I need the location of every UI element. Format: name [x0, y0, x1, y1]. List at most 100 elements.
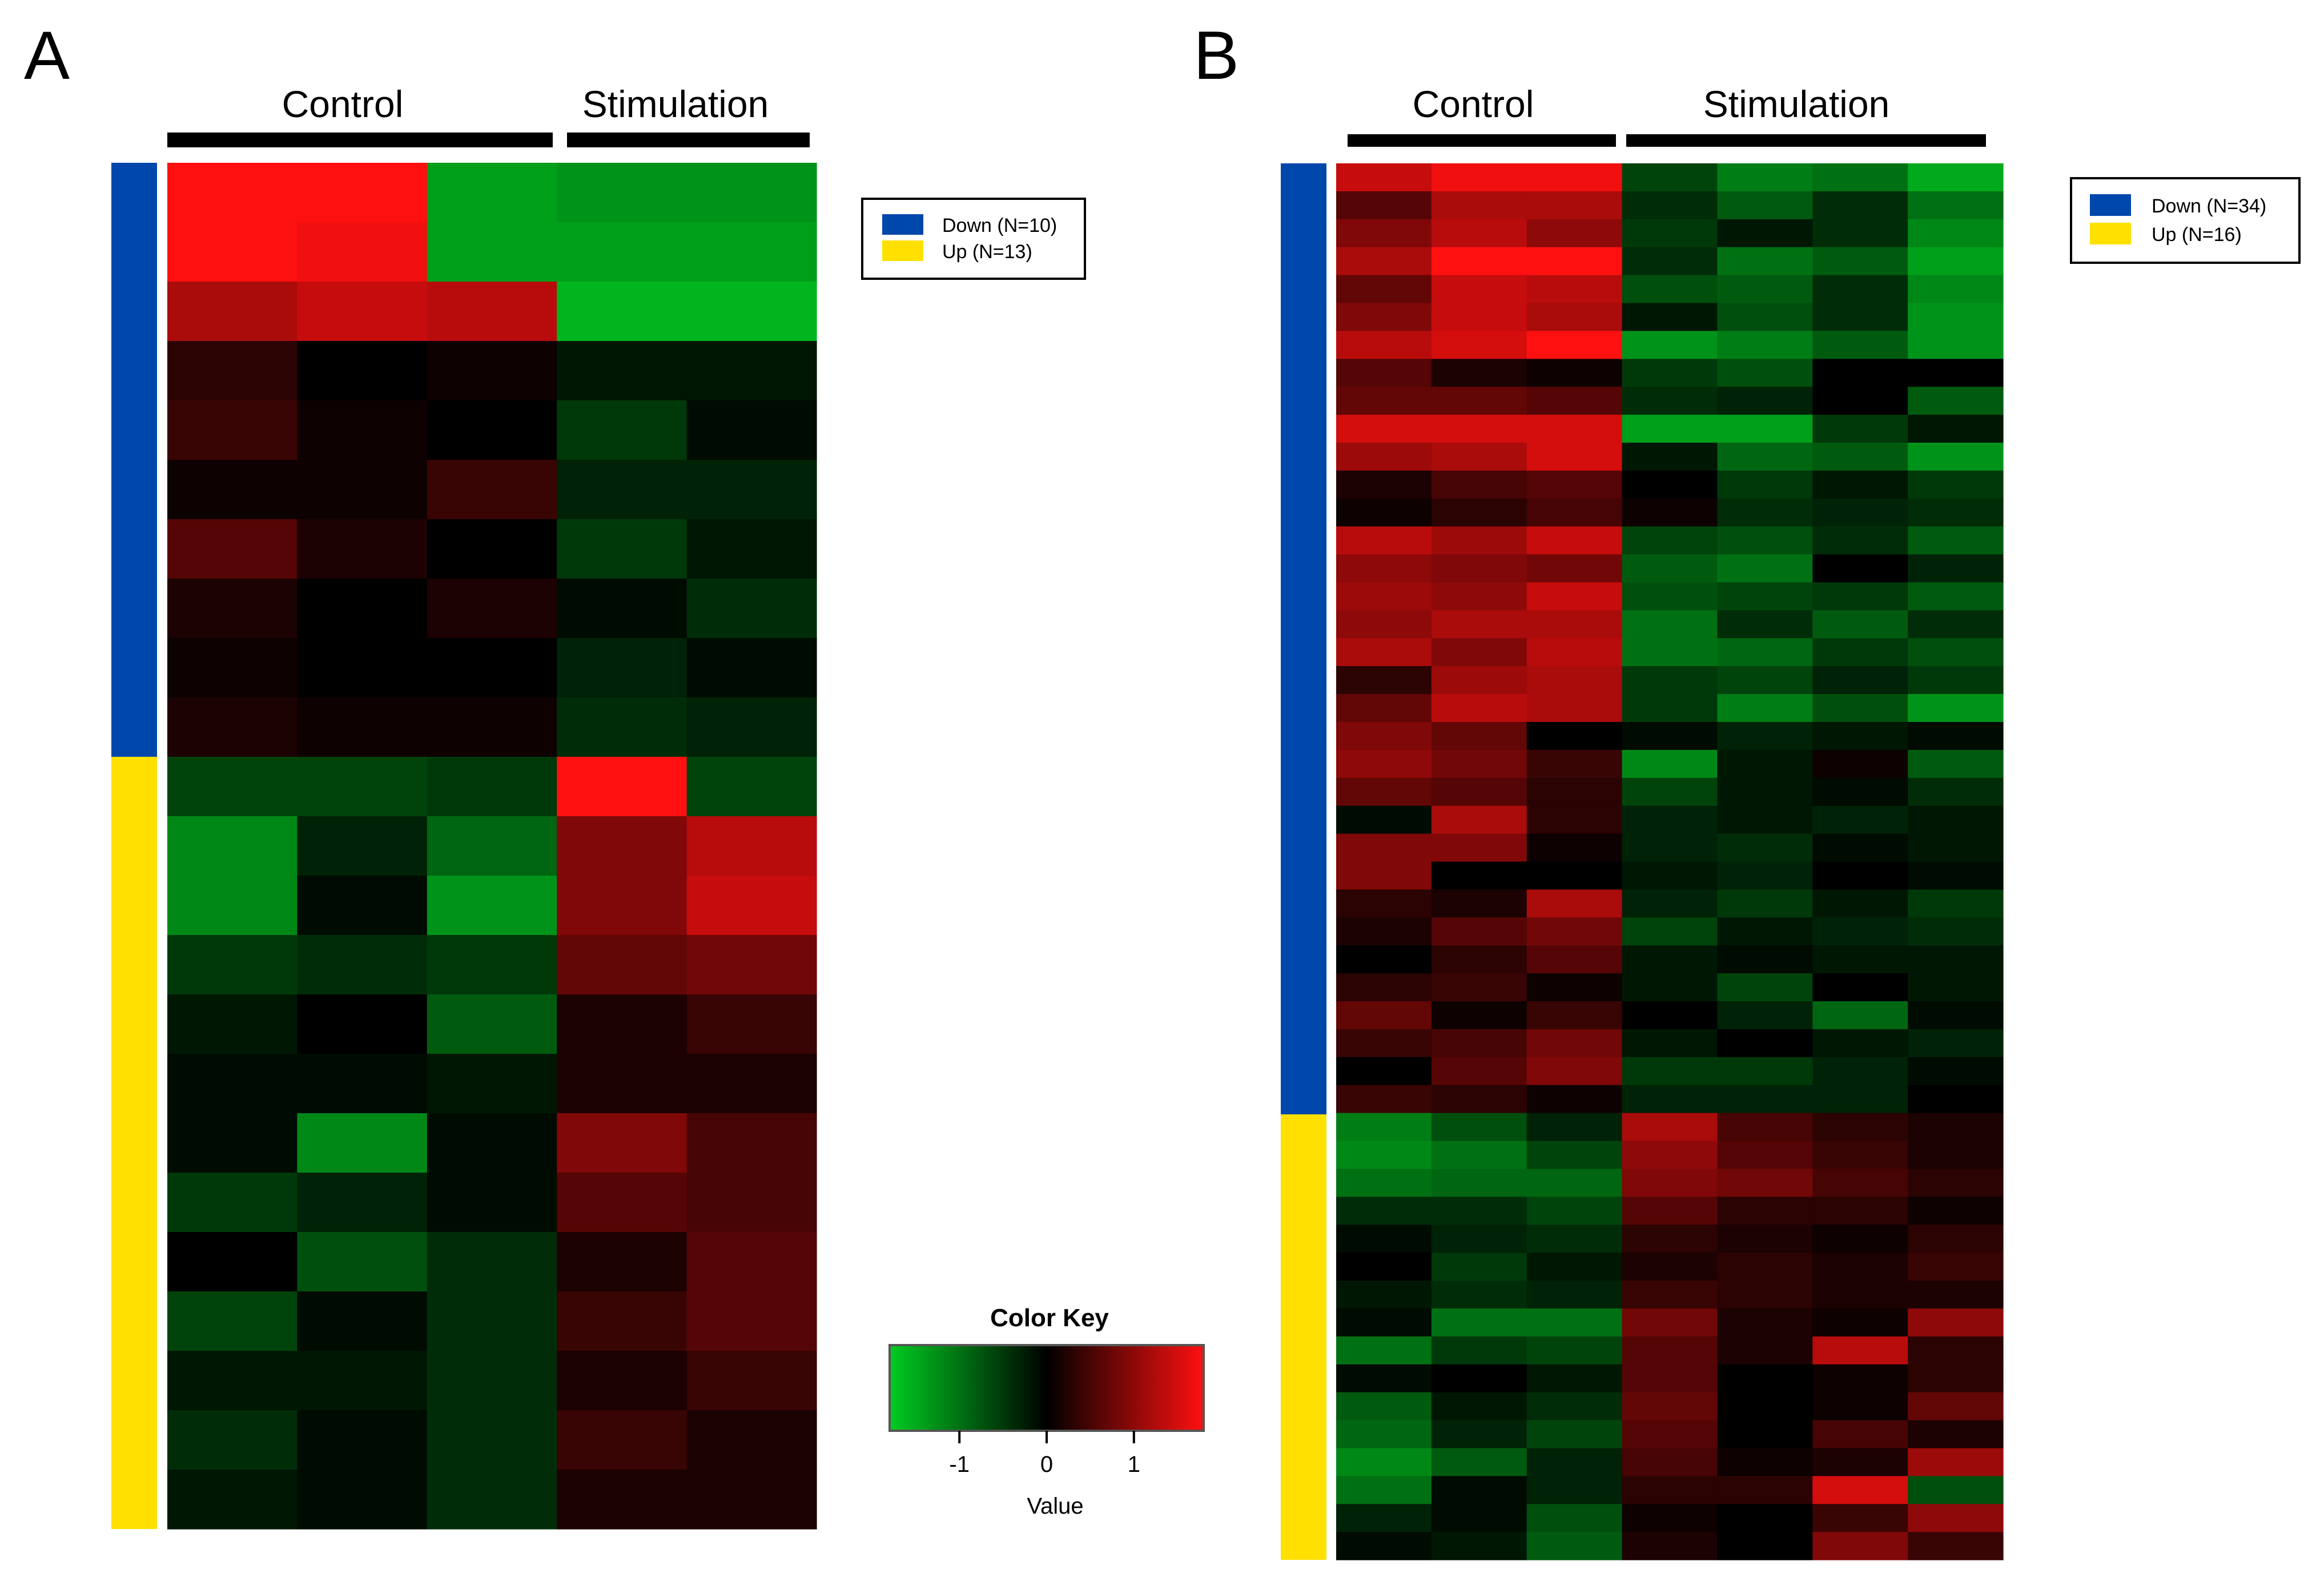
heatmap-cell-b-r2-c3 [1526, 191, 1623, 220]
panel-b-control-label: Control [1413, 83, 1534, 125]
heatmap-cell-a-r16-c4 [557, 1054, 687, 1114]
heatmap-cell-b-r33-c2 [1431, 1057, 1527, 1086]
heatmap-cell-b-r23-c4 [1622, 777, 1718, 806]
heatmap-cell-a-r16-c3 [427, 1054, 557, 1114]
heatmap-cell-b-r6-c1 [1336, 303, 1432, 331]
heatmap-cell-b-r31-c3 [1526, 1001, 1623, 1030]
heatmap-cell-b-r17-c6 [1812, 610, 1908, 639]
heatmap-cell-a-r18-c2 [297, 1173, 428, 1233]
heatmap-cell-b-r25-c4 [1622, 833, 1718, 862]
heatmap-cell-a-r11-c5 [686, 757, 817, 817]
heatmap-cell-a-r22-c3 [427, 1410, 557, 1470]
heatmap-cell-a-r18-c5 [686, 1173, 817, 1233]
heatmap-cell-b-r17-c3 [1526, 610, 1623, 639]
heatmap-cell-a-r3-c2 [297, 282, 428, 342]
heatmap-cell-b-r15-c4 [1622, 554, 1718, 583]
heatmap-cell-b-r34-c3 [1526, 1085, 1623, 1114]
heatmap-cell-b-r50-c5 [1717, 1532, 1813, 1560]
heatmap-cell-b-r30-c1 [1336, 973, 1432, 1002]
heatmap-cell-a-r1-c2 [297, 163, 428, 223]
heatmap-cell-b-r36-c6 [1812, 1141, 1908, 1169]
heatmap-cell-a-r23-c2 [297, 1470, 428, 1530]
heatmap-cell-a-r15-c4 [557, 994, 687, 1054]
heatmap-cell-b-r26-c4 [1622, 861, 1718, 890]
color-key-tick-label: -1 [949, 1452, 970, 1477]
heatmap-cell-b-r6-c4 [1622, 303, 1718, 331]
heatmap-cell-a-r6-c3 [427, 460, 557, 520]
heatmap-cell-b-r36-c2 [1431, 1141, 1527, 1169]
heatmap-cell-b-r47-c5 [1717, 1448, 1813, 1476]
heatmap-cell-b-r46-c7 [1908, 1420, 2004, 1448]
heatmap-cell-b-r15-c1 [1336, 554, 1432, 583]
heatmap-cell-b-r39-c7 [1908, 1225, 2004, 1253]
heatmap-cell-b-r20-c6 [1812, 694, 1908, 723]
heatmap-cell-b-r6-c7 [1908, 303, 2004, 331]
heatmap-cell-b-r43-c5 [1717, 1336, 1813, 1365]
heatmap-cell-b-r26-c7 [1908, 861, 2004, 890]
heatmap-cell-b-r9-c5 [1717, 387, 1813, 415]
heatmap-cell-b-r27-c5 [1717, 889, 1813, 918]
heatmap-cell-b-r30-c2 [1431, 973, 1527, 1002]
heatmap-cell-b-r7-c3 [1526, 331, 1623, 359]
panel-a-cells [167, 163, 817, 1530]
heatmap-cell-b-r13-c6 [1812, 498, 1908, 527]
heatmap-cell-b-r32-c2 [1431, 1029, 1527, 1058]
heatmap-cell-b-r40-c1 [1336, 1253, 1432, 1281]
heatmap-cell-b-r3-c6 [1812, 219, 1908, 248]
heatmap-cell-b-r26-c5 [1717, 861, 1813, 890]
heatmap-cell-b-r7-c4 [1622, 331, 1718, 359]
heatmap-cell-b-r17-c1 [1336, 610, 1432, 639]
heatmap-cell-b-r43-c1 [1336, 1336, 1432, 1365]
heatmap-cell-a-r19-c2 [297, 1232, 428, 1292]
heatmap-cell-b-r21-c5 [1717, 722, 1813, 751]
heatmap-cell-b-r12-c4 [1622, 470, 1718, 499]
heatmap-cell-a-r23-c1 [167, 1470, 297, 1530]
heatmap-cell-b-r28-c4 [1622, 917, 1718, 946]
heatmap-cell-a-r22-c5 [686, 1410, 817, 1470]
heatmap-cell-b-r23-c5 [1717, 777, 1813, 806]
heatmap-cell-a-r5-c4 [557, 400, 687, 460]
heatmap-cell-b-r33-c4 [1622, 1057, 1718, 1086]
heatmap-cell-b-r17-c7 [1908, 610, 2004, 639]
heatmap-cell-b-r37-c7 [1908, 1169, 2004, 1197]
heatmap-cell-a-r17-c2 [297, 1113, 428, 1173]
heatmap-cell-b-r28-c6 [1812, 917, 1908, 946]
heatmap-cell-b-r12-c1 [1336, 470, 1432, 499]
heatmap-cell-b-r20-c7 [1908, 694, 2004, 723]
heatmap-cell-a-r12-c3 [427, 816, 557, 876]
heatmap-cell-b-r10-c4 [1622, 415, 1718, 443]
heatmap-cell-b-r22-c5 [1717, 749, 1813, 779]
heatmap-cell-b-r35-c5 [1717, 1113, 1813, 1142]
heatmap-cell-b-r6-c6 [1812, 303, 1908, 331]
heatmap-cell-b-r10-c2 [1431, 415, 1527, 443]
heatmap-cell-b-r44-c7 [1908, 1364, 2004, 1393]
heatmap-cell-b-r12-c5 [1717, 470, 1813, 499]
heatmap-cell-a-r12-c5 [686, 816, 817, 876]
heatmap-cell-a-r19-c3 [427, 1232, 557, 1292]
heatmap-cell-b-r22-c1 [1336, 749, 1432, 779]
heatmap-cell-b-r10-c7 [1908, 415, 2004, 443]
heatmap-cell-b-r15-c5 [1717, 554, 1813, 583]
heatmap-cell-b-r44-c3 [1526, 1364, 1623, 1393]
heatmap-cell-a-r18-c1 [167, 1173, 297, 1233]
heatmap-cell-b-r46-c5 [1717, 1420, 1813, 1448]
heatmap-cell-b-r10-c3 [1526, 415, 1623, 443]
heatmap-cell-b-r28-c1 [1336, 917, 1432, 946]
heatmap-cell-b-r18-c2 [1431, 638, 1527, 667]
heatmap-cell-b-r4-c7 [1908, 247, 2004, 276]
heatmap-cell-b-r5-c2 [1431, 275, 1527, 304]
heatmap-cell-a-r4-c5 [686, 341, 817, 401]
heatmap-cell-b-r42-c6 [1812, 1308, 1908, 1337]
heatmap-cell-a-r20-c1 [167, 1291, 297, 1351]
heatmap-cell-b-r34-c7 [1908, 1085, 2004, 1114]
heatmap-cell-b-r28-c5 [1717, 917, 1813, 946]
heatmap-cell-a-r10-c3 [427, 697, 557, 757]
heatmap-cell-a-r14-c3 [427, 935, 557, 995]
heatmap-cell-b-r42-c2 [1431, 1308, 1527, 1337]
heatmap-cell-b-r27-c6 [1812, 889, 1908, 918]
heatmap-cell-b-r18-c1 [1336, 638, 1432, 667]
heatmap-cell-b-r48-c7 [1908, 1476, 2004, 1504]
heatmap-cell-b-r34-c4 [1622, 1085, 1718, 1114]
panel-b-legend-down-swatch [2090, 194, 2131, 216]
heatmap-cell-b-r31-c4 [1622, 1001, 1718, 1030]
